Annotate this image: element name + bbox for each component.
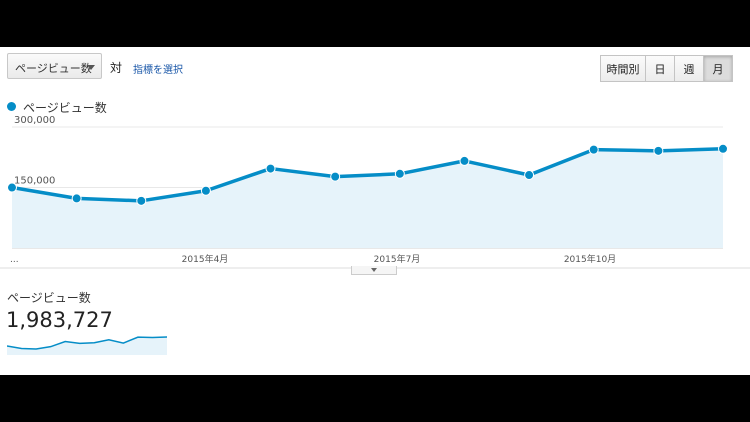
chevron-down-icon: [371, 268, 377, 272]
chart-series-line: [11, 147, 724, 203]
data-point: [524, 170, 535, 181]
analytics-panel: ページビュー数 対 指標を選択 時間別 日 週 月 ページビュー数 300,00…: [0, 47, 750, 375]
x-tick-label: 2015年7月: [374, 253, 421, 265]
chart-expand-toggle[interactable]: [351, 266, 397, 275]
day-button[interactable]: 日: [645, 55, 675, 82]
legend-dot-icon: [7, 102, 16, 111]
data-point: [71, 193, 82, 204]
data-point: [7, 182, 17, 193]
hourly-button[interactable]: 時間別: [600, 55, 646, 82]
sparkline-line: [7, 336, 167, 350]
chevron-down-icon: [87, 65, 95, 70]
x-tick-label: ...: [10, 255, 19, 265]
month-button[interactable]: 月: [703, 55, 733, 82]
line-chart: 300,000 150,000 ... 2015年4月 2015年7月 2015年10月: [0, 115, 750, 269]
granularity-toggle: 時間別 日 週 月: [600, 55, 733, 82]
y-tick-label: 150,000: [14, 176, 55, 187]
x-tick-label: 2015年4月: [182, 253, 229, 265]
chart-area-fill: [12, 148, 723, 248]
vs-label: 対: [110, 61, 123, 75]
data-point: [653, 145, 664, 156]
legend-label: ページビュー数: [23, 101, 107, 115]
data-point: [330, 171, 341, 182]
summary-metric-title: ページビュー数: [7, 291, 91, 305]
sparkline-area: [7, 337, 167, 355]
data-point: [394, 168, 405, 179]
week-button[interactable]: 週: [674, 55, 704, 82]
y-tick-label: 300,000: [14, 115, 55, 126]
x-tick-label: 2015年10月: [564, 253, 616, 265]
data-point: [718, 143, 728, 154]
data-point: [588, 144, 599, 155]
select-metric-link[interactable]: 指標を選択: [133, 65, 183, 76]
summary-metric-value: 1,983,727: [6, 308, 113, 332]
data-point: [136, 195, 147, 206]
metric-dropdown-label: ページビュー数: [15, 62, 92, 75]
data-point: [459, 155, 470, 166]
data-point: [265, 163, 276, 174]
metric-dropdown[interactable]: ページビュー数: [7, 53, 102, 79]
summary-sparkline: [7, 336, 167, 355]
data-point: [200, 185, 211, 196]
